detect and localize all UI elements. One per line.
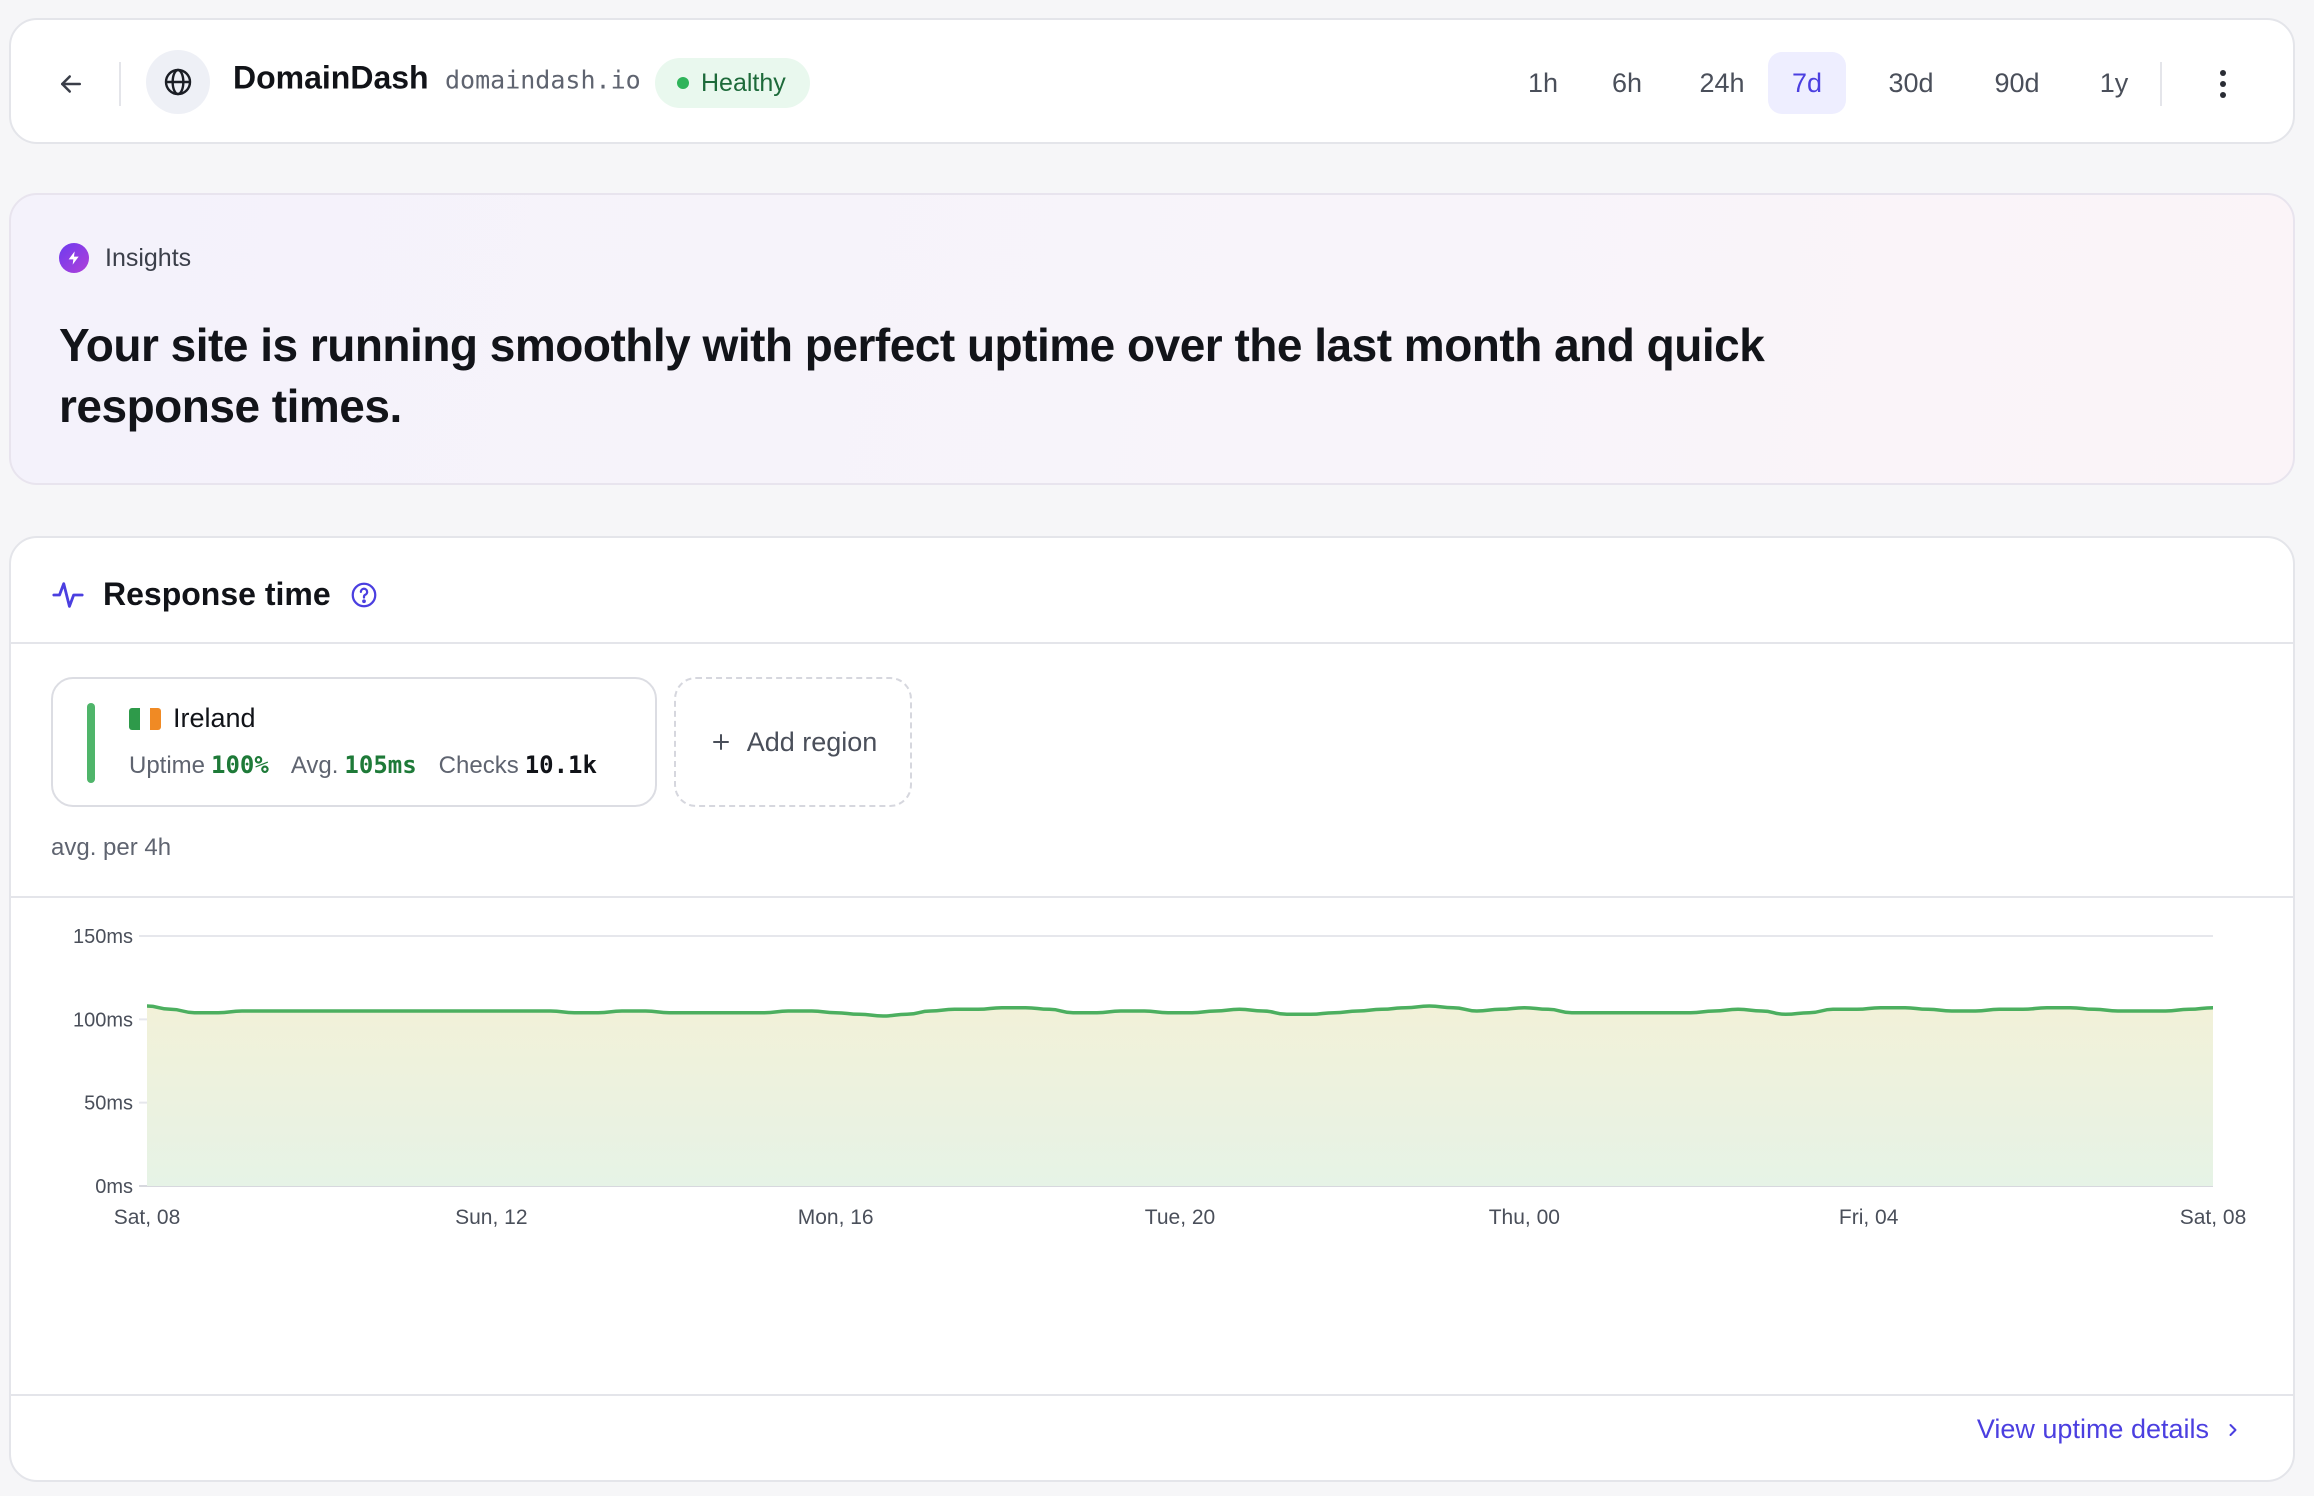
header-divider-right bbox=[2160, 62, 2162, 106]
status-badge: Healthy bbox=[655, 58, 810, 108]
y-tick-label: 50ms bbox=[84, 1093, 133, 1115]
uptime-stat: Uptime 100% bbox=[129, 751, 269, 779]
x-tick-label: Tue, 20 bbox=[1145, 1206, 1215, 1229]
checks-stat: Checks 10.1k bbox=[438, 751, 597, 779]
insights-card: Insights Your site is running smoothly w… bbox=[9, 193, 2295, 485]
add-region-button[interactable]: Add region bbox=[674, 677, 912, 807]
x-tick-label: Sun, 12 bbox=[455, 1206, 527, 1229]
header-divider bbox=[119, 62, 121, 106]
x-tick-label: Thu, 00 bbox=[1489, 1206, 1560, 1229]
view-uptime-details-link[interactable]: View uptime details bbox=[1977, 1414, 2243, 1445]
series-line bbox=[146, 1004, 2214, 1018]
region-color-bar bbox=[87, 703, 95, 783]
aggregation-label: avg. per 4h bbox=[51, 834, 172, 861]
x-tick-label: Sat, 08 bbox=[114, 1206, 181, 1229]
help-icon[interactable] bbox=[349, 580, 379, 610]
chart-divider-top bbox=[11, 896, 2293, 898]
avg-stat: Avg. 105ms bbox=[290, 751, 417, 779]
status-dot-icon bbox=[677, 77, 689, 89]
view-uptime-details-label: View uptime details bbox=[1976, 1414, 2209, 1444]
insights-label: Insights bbox=[105, 243, 192, 272]
chevron-right-icon bbox=[2229, 1423, 2237, 1436]
activity-icon bbox=[52, 581, 84, 608]
range-1h-button[interactable]: 1h bbox=[1527, 67, 1559, 98]
range-24h-button[interactable]: 24h bbox=[1699, 67, 1745, 98]
header-bar: DomainDash domaindash.io Healthy 1h 6h 2… bbox=[9, 18, 2295, 144]
add-region-label: Add region bbox=[746, 726, 878, 757]
back-button[interactable] bbox=[51, 64, 91, 104]
region-card-ireland[interactable]: Ireland Uptime 100% Avg. 105ms Checks 10.1k bbox=[51, 677, 657, 807]
y-tick-label: 100ms bbox=[73, 1009, 133, 1031]
response-time-chart: 150ms 100ms 50ms 0ms Sat, 08 Sun, 12 Mon, 16 Tu… bbox=[73, 926, 2247, 1229]
region-name: Ireland bbox=[173, 703, 256, 733]
globe-icon bbox=[164, 68, 192, 96]
insights-summary: Your site is running smoothly with perfe… bbox=[59, 319, 1765, 432]
y-tick-label: 150ms bbox=[73, 926, 133, 948]
x-tick-label: Mon, 16 bbox=[798, 1206, 874, 1229]
plus-icon bbox=[712, 734, 729, 750]
lightning-icon bbox=[59, 243, 89, 273]
series-area bbox=[147, 1006, 2213, 1186]
site-avatar bbox=[146, 50, 210, 114]
range-1y-button[interactable]: 1y bbox=[2099, 67, 2129, 98]
arrow-left-icon bbox=[61, 75, 81, 93]
x-tick-label: Sat, 08 bbox=[2180, 1206, 2247, 1229]
y-tick-label: 0ms bbox=[95, 1176, 133, 1198]
more-options-icon[interactable] bbox=[2206, 64, 2240, 104]
x-tick-label: Fri, 04 bbox=[1839, 1206, 1899, 1229]
app-name: DomainDash bbox=[233, 59, 429, 96]
response-time-card: Response time Ireland Uptime 100% Avg. 105… bbox=[9, 536, 2295, 1482]
range-30d-button[interactable]: 30d bbox=[1888, 67, 1934, 98]
range-7d-button[interactable]: 7d bbox=[1768, 52, 1846, 114]
range-90d-button[interactable]: 90d bbox=[1994, 67, 2040, 98]
range-6h-button[interactable]: 6h bbox=[1611, 67, 1643, 98]
ireland-flag-icon bbox=[129, 707, 161, 730]
status-text: Healthy bbox=[701, 68, 786, 97]
domain-label: domaindash.io bbox=[445, 65, 641, 95]
section-title: Response time bbox=[103, 576, 331, 612]
chart-divider-bottom bbox=[11, 1394, 2293, 1396]
section-divider bbox=[11, 642, 2293, 644]
